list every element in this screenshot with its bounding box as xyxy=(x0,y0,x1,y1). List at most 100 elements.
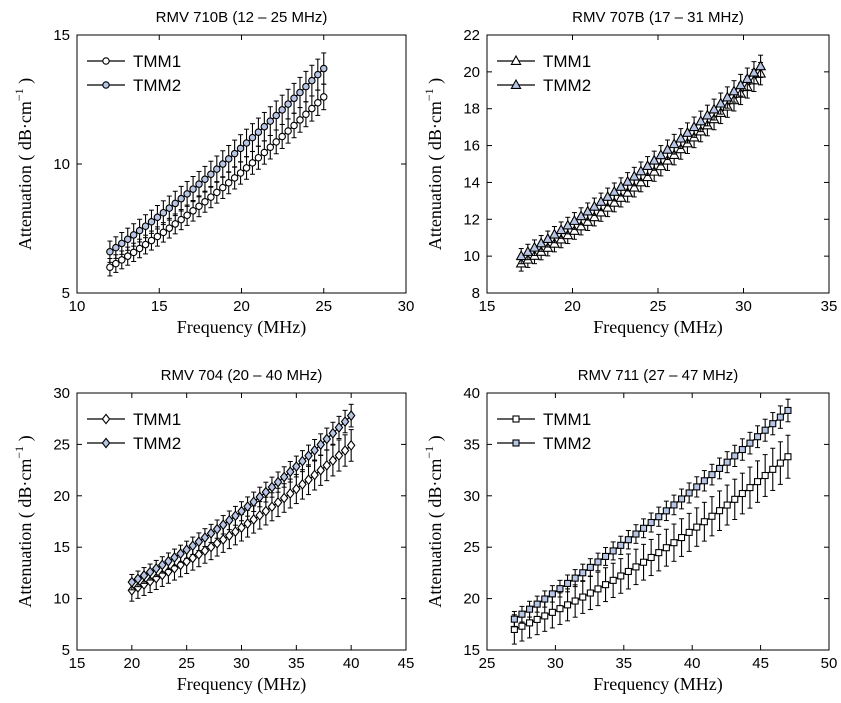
data-point xyxy=(346,439,356,451)
x-tick-label: 25 xyxy=(650,298,667,315)
data-point xyxy=(346,410,356,422)
legend-label: TMM2 xyxy=(543,434,591,453)
data-point xyxy=(761,426,769,434)
chart-title: RMV 704 (20 – 40 MHz) xyxy=(161,367,323,384)
data-point xyxy=(681,126,693,137)
data-point xyxy=(266,117,275,125)
data-point xyxy=(322,459,332,471)
x-tick-label: 45 xyxy=(752,655,769,672)
data-point xyxy=(647,553,655,562)
legend-label: TMM1 xyxy=(543,410,591,429)
data-point xyxy=(129,248,138,257)
chart-panel-3: RMV 704 (20 – 40 MHz) 15 20 25 30 35 40 45 5 10 15… xyxy=(12,367,414,695)
x-axis-label: Frequency (MHz) xyxy=(593,674,722,695)
x-tick-label: 15 xyxy=(479,298,496,315)
y-tick-label: 20 xyxy=(53,488,70,505)
data-point xyxy=(237,505,246,517)
data-point xyxy=(510,615,518,623)
data-point xyxy=(586,563,594,571)
data-point xyxy=(571,574,579,582)
data-point xyxy=(678,534,686,542)
data-point xyxy=(769,420,777,428)
data-point xyxy=(776,459,784,467)
data-point xyxy=(157,559,167,571)
legend-marker xyxy=(102,57,110,65)
data-point xyxy=(675,132,687,143)
data-point xyxy=(224,179,233,187)
data-point xyxy=(723,501,731,509)
y-tick-label: 30 xyxy=(463,488,480,505)
data-point xyxy=(678,495,686,503)
data-point xyxy=(139,569,149,581)
data-point xyxy=(518,622,526,630)
data-point xyxy=(340,416,350,428)
x-tick-label: 30 xyxy=(735,298,752,315)
data-point xyxy=(249,514,258,525)
data-point xyxy=(195,202,203,211)
data-point xyxy=(670,501,678,509)
data-point xyxy=(642,170,654,182)
data-point xyxy=(127,584,137,596)
data-point xyxy=(298,478,307,490)
data-point xyxy=(622,175,634,186)
y-tick-label: 30 xyxy=(53,385,70,402)
data-point xyxy=(632,530,640,538)
series-tmm2 xyxy=(515,54,767,265)
plot-area xyxy=(486,392,830,651)
data-point xyxy=(231,526,240,538)
data-point xyxy=(106,247,114,256)
data-point xyxy=(236,169,245,177)
data-point xyxy=(784,406,792,415)
data-point xyxy=(285,488,295,500)
x-tick-label: 25 xyxy=(315,298,332,315)
data-point xyxy=(716,464,724,472)
y-tick-label: 10 xyxy=(463,248,480,265)
y-axis-label: Attenuation ( dB·cm−1 ) xyxy=(422,78,446,250)
data-point xyxy=(319,64,328,73)
y-tick-label: 25 xyxy=(463,539,480,556)
data-point xyxy=(249,496,258,508)
series-tmm1 xyxy=(127,429,356,602)
data-point xyxy=(292,483,301,495)
legend-label: TMM1 xyxy=(133,410,181,429)
data-point xyxy=(723,458,731,466)
data-point xyxy=(260,148,269,157)
data-point xyxy=(284,127,292,135)
data-point xyxy=(715,97,727,108)
data-point xyxy=(609,576,617,584)
data-point xyxy=(225,514,234,526)
data-point xyxy=(230,174,239,182)
data-point xyxy=(668,138,680,149)
data-point xyxy=(314,99,322,107)
data-point xyxy=(685,528,693,536)
data-point xyxy=(693,483,701,491)
series-tmm1 xyxy=(510,434,792,645)
data-point xyxy=(189,207,197,215)
data-point xyxy=(206,527,216,539)
data-point xyxy=(141,240,150,249)
data-point xyxy=(189,185,197,193)
x-tick-label: 20 xyxy=(233,298,250,315)
data-point xyxy=(224,155,233,163)
data-point xyxy=(285,466,295,478)
data-point xyxy=(261,505,271,517)
data-point xyxy=(242,139,251,147)
y-tick-label: 20 xyxy=(463,591,480,608)
x-tick-label: 20 xyxy=(123,655,140,672)
y-tick-label: 15 xyxy=(53,539,70,556)
data-point xyxy=(201,197,209,206)
data-point xyxy=(237,522,246,534)
data-point xyxy=(218,519,228,531)
data-point xyxy=(735,79,747,90)
data-point xyxy=(188,540,198,552)
y-tick-label: 35 xyxy=(463,436,480,453)
data-point xyxy=(784,453,792,461)
data-point xyxy=(655,513,663,521)
data-point xyxy=(602,581,610,589)
x-tick-label: 15 xyxy=(151,298,168,315)
data-point xyxy=(302,110,310,119)
data-point xyxy=(731,495,739,503)
legend-marker xyxy=(101,437,111,449)
data-point xyxy=(254,128,263,136)
